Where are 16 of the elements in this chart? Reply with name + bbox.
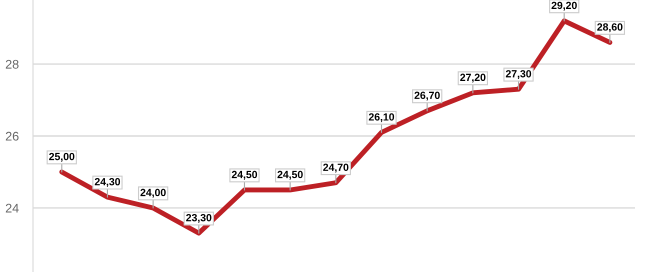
y-tick-label: 24 <box>6 204 19 212</box>
data-label: 24,50 <box>277 170 303 180</box>
data-label: 26,70 <box>414 92 440 101</box>
data-label: 24,30 <box>94 178 120 187</box>
data-label: 28,60 <box>597 23 622 32</box>
data-label: 25,00 <box>49 152 74 162</box>
data-label: 24,50 <box>232 170 258 180</box>
y-tick-label: 28 <box>6 60 19 69</box>
data-label: 24,00 <box>140 188 166 198</box>
data-label: 24,70 <box>323 164 348 172</box>
data-label: 27,30 <box>506 70 532 79</box>
y-tick-label: 26 <box>6 132 19 141</box>
data-label: 26,10 <box>368 113 394 122</box>
data-label: 23,30 <box>186 214 212 223</box>
data-label: 29,20 <box>552 2 577 11</box>
data-label: 27,20 <box>460 74 486 83</box>
